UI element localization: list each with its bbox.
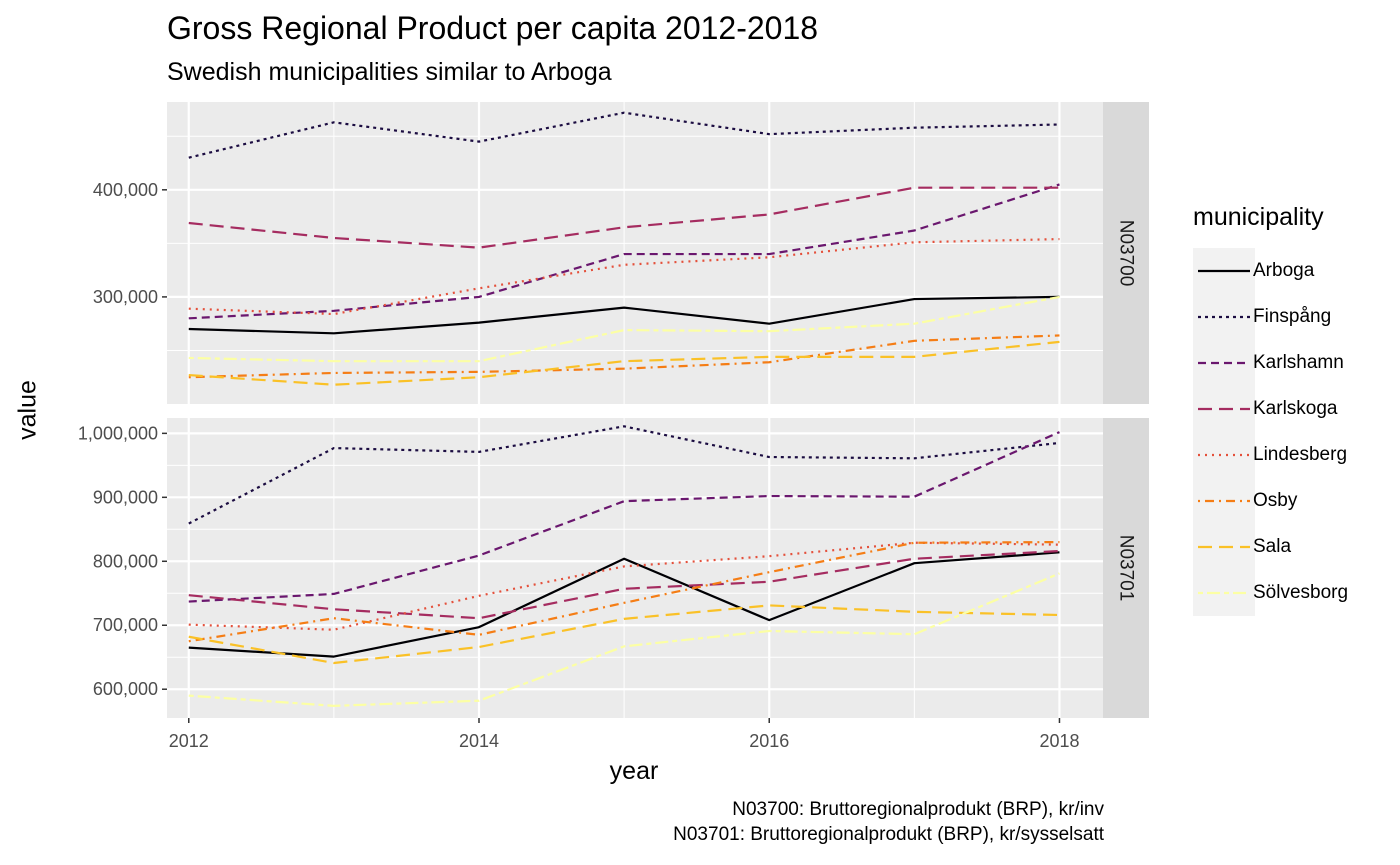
- y-tick-label: 300,000: [93, 287, 158, 307]
- series-line-karlshamn: [188, 431, 1060, 603]
- y-tick-label: 1,000,000: [78, 423, 158, 443]
- series-line-sala: [188, 604, 1060, 665]
- caption-n03700: N03700: Bruttoregionalprodukt (BRP), kr/…: [732, 799, 1104, 820]
- series-line-finsp-ng: [188, 425, 1060, 525]
- facet-strip: [1103, 418, 1149, 718]
- series-line-osby: [188, 334, 1060, 379]
- y-tick-label: 900,000: [93, 487, 158, 507]
- legend-key-background: [1193, 478, 1255, 524]
- panel-background: [167, 418, 1103, 718]
- series-line-osby: [188, 540, 1060, 643]
- series-line-arboga: [188, 551, 1060, 658]
- panel-N03700: 300,000 400,000 N03700: [93, 102, 1149, 404]
- series-line-s-lvesborg: [188, 295, 1060, 363]
- series-line-karlshamn: [188, 183, 1060, 320]
- panel-background: [167, 102, 1103, 404]
- y-tick-label: 800,000: [93, 551, 158, 571]
- series-line-lindesberg: [188, 541, 1060, 631]
- legend-label-sala: Sala: [1253, 536, 1292, 557]
- legend-title: municipality: [1193, 203, 1324, 231]
- legend-label-s-lvesborg: Sölvesborg: [1253, 582, 1349, 603]
- chart-title: Gross Regional Product per capita 2012-2…: [167, 10, 819, 46]
- x-tick-label: 2018: [1039, 731, 1079, 751]
- legend-key-background: [1193, 432, 1255, 478]
- y-tick-label: 700,000: [93, 615, 158, 635]
- facet-strip-label: N03700: [1116, 220, 1137, 287]
- legend-label-lindesberg: Lindesberg: [1253, 444, 1348, 465]
- series-line-arboga: [188, 295, 1060, 335]
- facet-strip-label: N03701: [1116, 535, 1137, 602]
- legend: [1193, 248, 1255, 616]
- legend-label-osby: Osby: [1253, 490, 1298, 511]
- legend-label-karlskoga: Karlskoga: [1253, 398, 1338, 419]
- y-tick-label: 400,000: [93, 180, 158, 200]
- x-axis-label: year: [609, 757, 659, 785]
- x-tick-label: 2012: [169, 731, 209, 751]
- caption-n03701: N03701: Bruttoregionalprodukt (BRP), kr/…: [673, 824, 1104, 845]
- panel-N03701: 600,000 700,000 800,000 900,000 1,000,000 N03…: [78, 418, 1149, 751]
- series-line-s-lvesborg: [188, 572, 1060, 707]
- series-line-finsp-ng: [188, 111, 1060, 159]
- legend-label-karlshamn: Karlshamn: [1253, 352, 1344, 373]
- series-line-sala: [188, 340, 1060, 386]
- x-tick-label: 2014: [459, 731, 499, 751]
- legend-label-arboga: Arboga: [1253, 260, 1315, 281]
- y-tick-label: 600,000: [93, 679, 158, 699]
- chart-subtitle: Swedish municipalities similar to Arboga: [167, 58, 612, 86]
- x-tick-label: 2016: [749, 731, 789, 751]
- facet-strip: [1103, 102, 1149, 404]
- legend-key-background: [1193, 294, 1255, 340]
- legend-label-finsp-ng: Finspång: [1253, 306, 1332, 327]
